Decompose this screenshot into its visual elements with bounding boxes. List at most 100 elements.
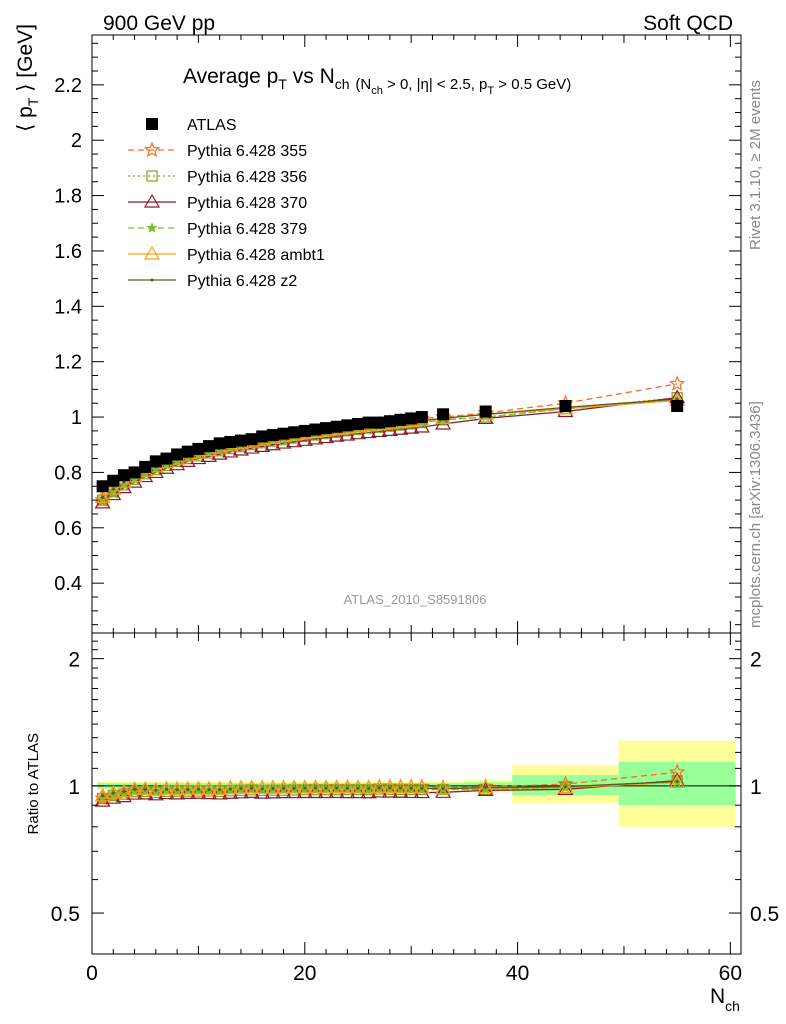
ratio-point-pz2 <box>260 787 264 791</box>
ratio-point-pz2 <box>303 786 307 790</box>
ratio-point-p370 <box>158 785 175 800</box>
ratio-point-pambt1 <box>328 779 345 794</box>
axis-ticks: 0 20 40 60 0.4 0.6 0.8 1 1.2 1.4 1.6 1.8 2 2.2 0.5 0.5 1… <box>51 35 779 985</box>
main-point-atlas <box>160 452 173 465</box>
main-point-pz2 <box>101 495 105 499</box>
main-point-atlas <box>298 424 311 437</box>
ratio-point-pambt1 <box>286 779 303 794</box>
ratio-point-p370 <box>275 784 292 799</box>
ratio-point-pambt1 <box>232 780 249 794</box>
ratio-point-pambt1 <box>477 779 494 794</box>
legend-marker-p355 <box>143 141 161 157</box>
ratio-point-pambt1 <box>200 780 218 795</box>
main-point-atlas <box>128 466 141 479</box>
legend-marker-p379 <box>146 222 158 233</box>
ratio-point-pz2 <box>186 787 190 791</box>
ratio-point-pambt1 <box>307 779 324 794</box>
main-point-atlas <box>559 399 572 412</box>
y-tick-label: 2.2 <box>54 75 82 97</box>
ratio-point-pambt1 <box>222 780 239 795</box>
ratio-point-pambt1 <box>371 779 388 793</box>
header-right: Soft QCD <box>643 12 733 35</box>
ratio-point-pambt1 <box>94 787 111 802</box>
ratio-point-p370 <box>94 792 111 807</box>
main-point-atlas <box>181 445 194 458</box>
ratio-point-p370 <box>232 784 249 799</box>
ratio-point-p370 <box>137 785 154 800</box>
ratio-point-p370 <box>307 784 324 799</box>
ratio-point-pambt1 <box>211 781 228 795</box>
ratio-point-pambt1 <box>381 779 398 794</box>
legend-label-p370: Pythia 6.428 370 <box>187 195 307 212</box>
y-label-close: ⟩ [GeV] <box>14 24 37 98</box>
y-tick-label: 2 <box>71 130 82 152</box>
ratio-point-pz2 <box>196 787 200 791</box>
ratio-point-pambt1 <box>435 780 452 795</box>
analysis-tag: ATLAS_2010_S8591806 <box>344 592 487 607</box>
legend-label-p355: Pythia 6.428 355 <box>187 143 307 160</box>
ratio-point-pambt1 <box>105 784 122 799</box>
ratio-point-pz2 <box>218 788 222 792</box>
main-point-pz2 <box>122 480 126 484</box>
main-point-atlas <box>256 430 269 443</box>
y-axis-label: ⟨ pT ⟩ [GeV] <box>14 24 41 132</box>
ratio-point-pambt1 <box>126 781 143 795</box>
legend-label-p356: Pythia 6.428 356 <box>187 169 307 186</box>
y-tick-label: 1.2 <box>54 352 82 374</box>
title-vs-sub: ch <box>335 76 350 92</box>
ratio-point-p370 <box>222 785 239 799</box>
ratio-point-p370 <box>349 784 367 799</box>
ratio-point-p370 <box>669 772 686 787</box>
ratio-point-pz2 <box>409 786 413 790</box>
ratio-tick-label: 2 <box>68 649 80 672</box>
main-point-atlas <box>671 399 684 412</box>
ratio-point-pambt1 <box>296 779 313 794</box>
x-tick-label: 60 <box>719 962 742 985</box>
ratio-point-p370 <box>264 784 281 799</box>
ratio-point-pambt1 <box>137 781 154 795</box>
main-point-atlas <box>107 474 120 487</box>
ratio-point-pambt1 <box>557 779 574 794</box>
main-point-atlas <box>415 411 428 424</box>
ratio-tick-label: 0.5 <box>51 903 80 926</box>
ratio-point-pz2 <box>484 786 488 790</box>
ratio-point-p370 <box>318 784 335 799</box>
main-point-pambt1 <box>94 489 111 503</box>
ratio-point-pambt1 <box>339 779 356 794</box>
main-point-atlas <box>320 422 333 435</box>
y-tick-label: 1.6 <box>54 241 82 263</box>
ratio-point-pz2 <box>143 788 147 792</box>
ratio-point-p370 <box>557 781 574 796</box>
legend-marker-p370 <box>143 193 161 208</box>
ratio-point-pz2 <box>101 794 105 798</box>
ratio-point-pz2 <box>122 790 126 794</box>
x-tick-label: 40 <box>506 962 529 985</box>
main-point-p370 <box>286 433 303 448</box>
main-point-atlas <box>139 460 152 473</box>
main-point-p355 <box>668 375 686 391</box>
x-label-main: N <box>710 985 725 1008</box>
header-left: 900 GeV pp <box>103 12 215 35</box>
ratio-point-pambt1 <box>147 782 164 796</box>
ratio-point-pambt1 <box>413 779 430 794</box>
main-point-atlas <box>192 442 205 455</box>
title-cut-part: (N <box>355 76 371 93</box>
ratio-plot-frame <box>91 632 742 955</box>
y-label-sub: T <box>25 97 41 106</box>
ratio-point-pambt1 <box>403 779 420 794</box>
main-point-atlas <box>213 437 226 450</box>
series-markers <box>94 375 686 807</box>
main-point-atlas <box>351 417 364 430</box>
main-point-atlas <box>383 415 396 428</box>
rivet-label: Rivet 3.1.10, ≥ 2M events <box>747 80 764 250</box>
ratio-point-pambt1 <box>264 780 281 794</box>
main-point-atlas <box>266 429 279 442</box>
ratio-point-pambt1 <box>349 779 367 794</box>
title-main: Average p <box>183 65 278 88</box>
ratio-point-pambt1 <box>190 780 207 795</box>
main-point-atlas <box>96 480 109 493</box>
ratio-point-pambt1 <box>392 779 409 794</box>
main-point-atlas <box>405 412 418 425</box>
main-point-atlas <box>362 416 375 429</box>
title-cut-part: > 0.5 GeV) <box>494 76 571 93</box>
